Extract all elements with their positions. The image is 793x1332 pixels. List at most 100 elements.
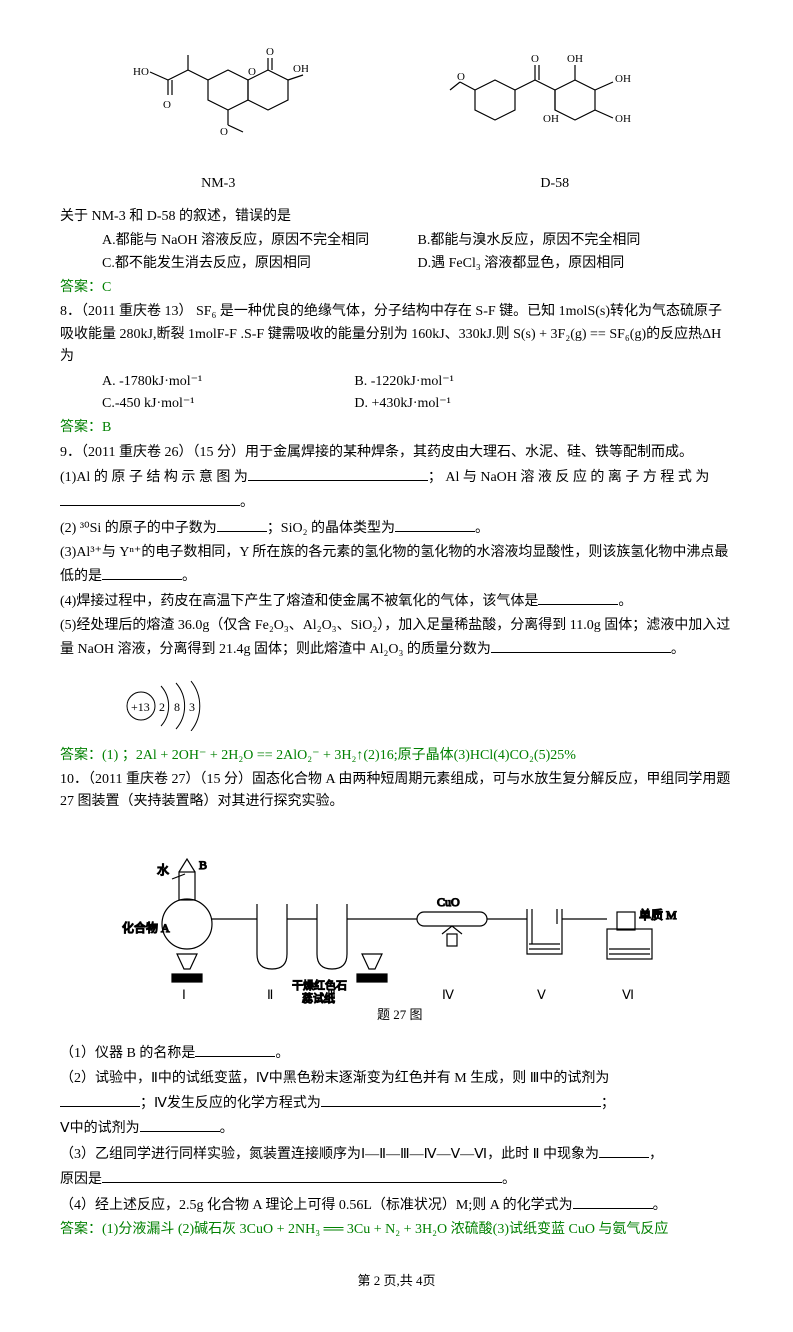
blank <box>491 638 671 653</box>
svg-text:O: O <box>248 66 256 78</box>
q7-optC: C.都不能发生消去反应，原因相同 <box>102 253 418 275</box>
molecule-d58: O O OH OH OH OH D-58 <box>445 40 665 196</box>
q9-p1c: 。 <box>240 495 254 510</box>
svg-text:O: O <box>220 126 228 138</box>
q9-p4b: 。 <box>618 594 632 609</box>
q10-p2d: Ⅴ中的试剂为 <box>60 1121 140 1136</box>
svg-text:O: O <box>163 99 171 111</box>
svg-text:Ⅱ: Ⅱ <box>267 987 273 1002</box>
svg-text:B: B <box>199 858 207 872</box>
q9-p1c-line: 。 <box>60 491 733 514</box>
q10-p1a: （1）仪器 B 的名称是 <box>60 1046 195 1061</box>
q8-stem: （2011 重庆卷 13） SF₆ 是一种优良的绝缘气体，分子结构中存在 S-F… <box>60 304 722 364</box>
q8-optC: C.-450 kJ·mol⁻¹ <box>102 393 354 415</box>
q9-p2c: 。 <box>475 521 489 536</box>
q10: 10．（2011 重庆卷 27）（15 分）固态化合物 A 由两种短周期元素组成… <box>60 769 733 814</box>
svg-text:OH: OH <box>293 63 308 75</box>
blank <box>140 1117 220 1132</box>
q8-optB: B. -1220kJ·mol⁻¹ <box>354 371 733 393</box>
q9-p2: (2) ³⁰Si 的原子的中子数为 ；SiO₂ 的晶体类型为 。 <box>60 517 733 540</box>
q7-optD: D.遇 FeCl₃ 溶液都显色，原因相同 <box>418 253 734 275</box>
svg-text:干燥红色石: 干燥红色石 <box>292 978 347 992</box>
svg-text:Ⅲ: Ⅲ <box>327 987 336 1002</box>
q10-p2: （2）试验中，Ⅱ中的试纸变蓝，Ⅳ中黑色粉末逐渐变为红色并有 M 生成，则 Ⅲ中的… <box>60 1068 733 1090</box>
mol-label-d58: D-58 <box>445 173 665 195</box>
q8-options: A. -1780kJ·mol⁻¹ B. -1220kJ·mol⁻¹ C.-450… <box>102 371 733 416</box>
q10-p4b: 。 <box>653 1198 667 1213</box>
q9-p1a: (1)Al 的 原 子 结 构 示 意 图 为 <box>60 470 248 485</box>
svg-text:OH: OH <box>615 113 631 125</box>
svg-text:OH: OH <box>567 53 583 65</box>
svg-text:Ⅰ: Ⅰ <box>182 987 186 1002</box>
svg-text:O: O <box>266 46 274 58</box>
q10-p3b: ， <box>649 1147 663 1162</box>
q9-p2b: ；SiO₂ 的晶体类型为 <box>267 521 395 536</box>
svg-text:OH: OH <box>615 73 631 85</box>
q9-p2a: (2) ³⁰Si 的原子的中子数为 <box>60 521 217 536</box>
q10-p2d-line: Ⅴ中的试剂为。 <box>60 1117 733 1140</box>
q10-answer-text: 答案：(1)分液漏斗 (2)碱石灰 3CuO + 2NH₃ ══ 3Cu + N… <box>60 1222 668 1237</box>
q10-p2a: （2）试验中，Ⅱ中的试纸变蓝，Ⅳ中黑色粉末逐渐变为红色并有 M 生成，则 Ⅲ中的… <box>60 1071 609 1086</box>
q7-optA: A.都能与 NaOH 溶液反应，原因不完全相同 <box>102 230 418 252</box>
q7-optB: B.都能与溴水反应，原因不完全相同 <box>418 230 734 252</box>
blank <box>573 1194 653 1209</box>
q7-stem: 关于 NM-3 和 D-58 的叙述，错误的是 <box>60 206 733 228</box>
blank <box>395 517 475 532</box>
q10-p1b: 。 <box>275 1046 289 1061</box>
q9-p4a: (4)焊接过程中，药皮在高温下产生了熔渣和使金属不被氧化的气体，该气体是 <box>60 594 538 609</box>
molecule-structures: OH HO O O O O NM-3 O O <box>60 40 733 196</box>
mol-label-nm3: NM-3 <box>128 173 308 195</box>
q10-p3c: 原因是 <box>60 1172 102 1187</box>
q9-num: 9． <box>60 445 81 460</box>
svg-text:化合物 A: 化合物 A <box>122 920 170 935</box>
q10-p4: （4）经上述反应，2.5g 化合物 A 理论上可得 0.56L（标准状况）M;则… <box>60 1194 733 1217</box>
blank <box>195 1042 275 1057</box>
q9-p3b: 。 <box>182 569 196 584</box>
q9-p3: (3)Al³⁺与 Yⁿ⁺的电子数相同，Y 所在族的各元素的氢化物的氢化物的水溶液… <box>60 542 733 588</box>
q9-answer: 答案：(1) ；2Al + 2OH⁻ + 2H₂O == 2AlO₂⁻ + 3H… <box>60 745 733 767</box>
blank <box>248 466 428 481</box>
apparatus-figure: 水 B 化合物 A 干燥红色石 蕊试纸 CuO <box>60 824 733 1032</box>
q10-num: 10． <box>60 772 88 787</box>
q9-p4: (4)焊接过程中，药皮在高温下产生了熔渣和使金属不被氧化的气体，该气体是 。 <box>60 590 733 613</box>
q9-p1: (1)Al 的 原 子 结 构 示 意 图 为 ； Al 与 NaOH 溶 液 反… <box>60 466 733 489</box>
svg-text:O: O <box>531 53 539 65</box>
blank <box>102 1168 502 1183</box>
blank <box>217 517 267 532</box>
q10-p2c: ； <box>601 1096 615 1111</box>
q10-p2b-line: ；Ⅳ发生反应的化学方程式为； <box>60 1092 733 1115</box>
svg-text:题 27 图: 题 27 图 <box>377 1007 423 1022</box>
blank <box>60 491 240 506</box>
svg-text:Ⅵ: Ⅵ <box>622 987 634 1002</box>
q9-stem: （2011 重庆卷 26）（15 分）用于金属焊接的某种焊条，其药皮由大理石、水… <box>81 445 693 460</box>
q10-p3: （3）乙组同学进行同样实验，氮装置连接顺序为Ⅰ—Ⅱ—Ⅲ—Ⅳ—Ⅴ—Ⅵ，此时 Ⅱ 中… <box>60 1143 733 1166</box>
q8: 8．（2011 重庆卷 13） SF₆ 是一种优良的绝缘气体，分子结构中存在 S… <box>60 301 733 368</box>
q7-answer: 答案：C <box>60 277 733 299</box>
svg-text:OH: OH <box>543 113 559 125</box>
q10-stem: （2011 重庆卷 27）（15 分）固态化合物 A 由两种短周期元素组成，可与… <box>60 772 730 809</box>
q10-p4a: （4）经上述反应，2.5g 化合物 A 理论上可得 0.56L（标准状况）M;则… <box>60 1198 573 1213</box>
q10-p3c-line: 原因是 。 <box>60 1168 733 1191</box>
q9-p5b: 。 <box>671 642 685 657</box>
q9-p5: (5)经处理后的熔渣 36.0g（仅含 Fe₂O₃、Al₂O₃、SiO₂），加入… <box>60 615 733 661</box>
blank <box>60 1092 140 1107</box>
q10-p3a: （3）乙组同学进行同样实验，氮装置连接顺序为Ⅰ—Ⅱ—Ⅲ—Ⅳ—Ⅴ—Ⅵ，此时 Ⅱ 中… <box>60 1147 599 1162</box>
svg-text:2: 2 <box>159 700 165 714</box>
q9-p1b: ； Al 与 NaOH 溶 液 反 应 的 离 子 方 程 式 为 <box>428 470 710 485</box>
svg-text:O: O <box>457 71 465 83</box>
svg-text:CuO: CuO <box>437 895 460 909</box>
q8-answer: 答案：B <box>60 417 733 439</box>
q10-p1: （1）仪器 B 的名称是 。 <box>60 1042 733 1065</box>
blank <box>102 565 182 580</box>
svg-text:8: 8 <box>174 700 180 714</box>
q10-answer: 答案：(1)分液漏斗 (2)碱石灰 3CuO + 2NH₃ ══ 3Cu + N… <box>60 1219 733 1241</box>
svg-text:Ⅳ: Ⅳ <box>442 987 454 1002</box>
blank <box>538 590 618 605</box>
blank <box>599 1143 649 1158</box>
svg-text:HO: HO <box>133 66 149 78</box>
svg-text:单质 M: 单质 M <box>639 908 677 922</box>
q9: 9．（2011 重庆卷 26）（15 分）用于金属焊接的某种焊条，其药皮由大理石… <box>60 442 733 464</box>
svg-text:Ⅴ: Ⅴ <box>537 987 546 1002</box>
q10-p3d: 。 <box>502 1172 516 1187</box>
q8-num: 8． <box>60 304 81 319</box>
